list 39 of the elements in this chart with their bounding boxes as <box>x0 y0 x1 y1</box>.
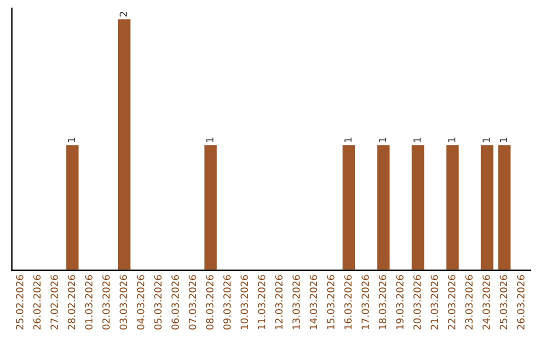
x-tick-label: 21.03.2026 <box>430 275 438 330</box>
x-tick-label: 25.02.2026 <box>16 275 24 330</box>
data-label: 1 <box>344 138 352 142</box>
data-label: 1 <box>378 138 386 142</box>
x-tick-label: 23.03.2026 <box>465 275 473 330</box>
x-tick-label: 05.03.2026 <box>154 275 162 330</box>
data-label: 1 <box>414 138 421 142</box>
x-tick-label: 02.03.2026 <box>102 275 110 330</box>
x-tick-label: 26.03.2026 <box>517 275 524 330</box>
x-tick-label: 06.03.2026 <box>172 275 179 330</box>
data-label: 1 <box>206 138 214 142</box>
x-tick-label: 16.03.2026 <box>344 275 352 330</box>
x-tick-label: 09.03.2026 <box>223 275 231 330</box>
x-tick-label: 26.02.2026 <box>33 275 41 330</box>
x-tick-label: 24.03.2026 <box>482 275 490 330</box>
x-tick-label: 19.03.2026 <box>396 275 404 330</box>
x-tick-label: 13.03.2026 <box>292 275 300 330</box>
x-tick-label: 08.03.2026 <box>206 275 214 330</box>
x-tick-label: 14.03.2026 <box>310 275 318 330</box>
data-label: 1 <box>482 138 490 142</box>
x-tick-label: 07.03.2026 <box>188 275 196 330</box>
data-label: 2 <box>120 12 127 16</box>
x-tick-label: 28.02.2026 <box>68 275 76 330</box>
x-tick-label: 10.03.2026 <box>240 275 248 330</box>
x-tick-label: 01.03.2026 <box>85 275 92 330</box>
x-tick-label: 22.03.2026 <box>448 275 456 330</box>
data-label: 1 <box>500 138 508 142</box>
x-tick-label: 27.02.2026 <box>50 275 58 330</box>
x-tick-label: 15.03.2026 <box>327 275 334 330</box>
data-label: 1 <box>448 138 456 142</box>
x-tick-label: 12.03.2026 <box>275 275 283 330</box>
data-label: 1 <box>68 138 76 142</box>
x-tick-label: 20.03.2026 <box>413 275 421 330</box>
x-tick-label: 03.03.2026 <box>120 275 128 330</box>
x-tick-label: 17.03.2026 <box>362 275 369 330</box>
x-tick-label: 04.03.2026 <box>136 275 144 330</box>
x-tick-label: 11.03.2026 <box>258 275 266 330</box>
x-tick-label: 25.03.2026 <box>500 275 508 330</box>
x-tick-label: 18.03.2026 <box>378 275 386 330</box>
